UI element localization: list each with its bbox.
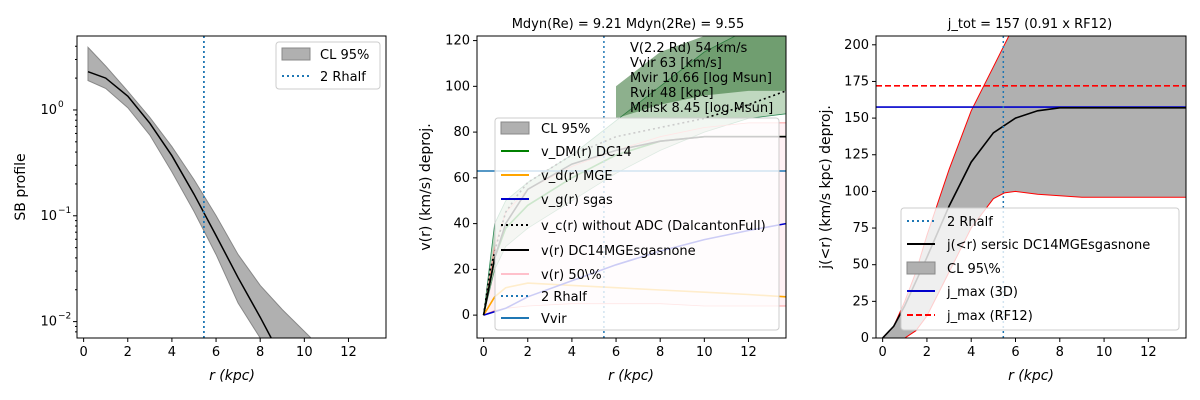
p1-xlabel: r (kpc)	[209, 368, 255, 384]
p1-xtick-label: 2	[124, 345, 132, 360]
p1-legend-vline-label: 2 Rhalf	[320, 70, 366, 85]
p3-xtick-label: 8	[1056, 345, 1064, 360]
p1-legend-band-swatch	[281, 47, 311, 61]
p1-cl-band	[87, 46, 312, 338]
p1-xtick-label: 10	[296, 345, 313, 360]
p1-ytick-exponent: −1	[58, 206, 71, 216]
p2-annot-vvir: Vvir 63 [km/s]	[630, 56, 722, 71]
p1-ytick-label: 10	[40, 103, 57, 118]
p3-band-lower-edge	[882, 190, 1186, 338]
p1-xtick-label: 6	[212, 345, 220, 360]
p3-ytick-label: 0	[861, 331, 869, 346]
p3-xtick-label: 12	[1140, 345, 1157, 360]
p2-xtick-label: 0	[479, 345, 487, 360]
p2-legend-cl-label: CL 95%	[541, 122, 590, 137]
p1-legend-band-label: CL 95%	[320, 48, 369, 63]
p2-legend-rhalf-label: 2 Rhalf	[541, 290, 587, 305]
p3-legend: 2 Rhalf j(<r) sersic DC14MGEsgasnone CL …	[900, 207, 1180, 331]
p1-ytick-exponent: 0	[58, 100, 64, 110]
p2-legend-cl-swatch	[500, 121, 530, 135]
p1-median-line	[87, 70, 272, 338]
p2-ytick-label: 20	[453, 262, 470, 277]
p2-xtick-label: 8	[656, 345, 664, 360]
p2-ylabel: v(r) (km/s) deproj.	[418, 123, 434, 250]
p2-annot-mdisk: Mdisk 8.45 [log Msun]	[630, 101, 773, 116]
p3-ytick-label: 25	[852, 294, 869, 309]
p2-ytick-label: 40	[453, 217, 470, 232]
p3-ylabel: j(<r) (km/s kpc) deproj.	[818, 105, 834, 270]
p3-xtick-label: 6	[1011, 345, 1019, 360]
p2-legend: CL 95% v_DM(r) DC14 v_d(r) MGE v_g(r) sg…	[494, 117, 780, 331]
p2-xtick-label: 6	[612, 345, 620, 360]
p1-legend: CL 95% 2 Rhalf	[275, 41, 381, 90]
p2-ytick-label: 100	[445, 79, 470, 94]
p3-ytick-label: 100	[844, 184, 869, 199]
p3-legend-rhalf-label: 2 Rhalf	[947, 215, 993, 230]
p2-dm-band-dark	[616, 36, 786, 119]
p2-legend-vvir-label: Vvir	[541, 312, 567, 327]
p1-ylabel: SB profile	[13, 153, 29, 220]
p2-xtick-label: 10	[696, 345, 713, 360]
p3-xtick-label: 4	[967, 345, 975, 360]
p3-ytick-label: 150	[844, 111, 869, 126]
p3-legend-j-label: j(<r) sersic DC14MGEsgasnone	[946, 238, 1150, 253]
p1-ytick-label: 10	[40, 315, 57, 330]
p2-xtick-label: 2	[524, 345, 532, 360]
p1-xtick-label: 4	[168, 345, 176, 360]
p1-ytick-label: 10	[40, 209, 57, 224]
p2-ytick-label: 120	[445, 34, 470, 49]
p2-title: Mdyn(Re) = 9.21 Mdyn(2Re) = 9.55	[512, 17, 745, 32]
p3-xlabel: r (kpc)	[1008, 368, 1054, 384]
p2-ytick-label: 0	[462, 308, 470, 323]
p3-axes-frame	[875, 35, 1187, 339]
p2-legend-gas-label: v_g(r) sgas	[541, 193, 613, 208]
p3-ytick-label: 75	[852, 221, 869, 236]
p3-legend-cl-swatch	[906, 261, 936, 275]
p3-title: j_tot = 157 (0.91 x RF12)	[947, 17, 1112, 32]
p2-xtick-label: 4	[568, 345, 576, 360]
p3-xtick-label: 10	[1096, 345, 1113, 360]
p2-legend-dm-label: v_DM(r) DC14	[541, 145, 632, 160]
panel-angular-momentum: j_tot = 157 (0.91 x RF12) 0 2 4 6 8 10 12 0 25 50…	[818, 17, 1187, 384]
p2-legend-vc-label: v_c(r) without ADC (DalcantonFull)	[541, 219, 766, 234]
p1-xtick-label: 8	[256, 345, 264, 360]
p3-xtick-label: 2	[923, 345, 931, 360]
p1-ytick-exponent: −2	[58, 312, 71, 322]
p2-legend-v-label: v(r) DC14MGEsgasnone	[541, 244, 696, 259]
p3-legend-jmaxrf12-label: j_max (RF12)	[946, 309, 1033, 324]
p2-annot-v22: V(2.2 Rd) 54 km/s	[630, 41, 748, 56]
p2-legend-disk-label: v_d(r) MGE	[541, 169, 613, 184]
p2-legend-v50-label: v(r) 50\%	[541, 268, 602, 283]
p2-axes-frame	[476, 35, 787, 339]
p3-ytick-label: 125	[844, 148, 869, 163]
p2-xlabel: r (kpc)	[608, 368, 654, 384]
p1-axes-frame	[76, 35, 387, 339]
p3-ytick-label: 50	[852, 258, 869, 273]
p1-xtick-label: 0	[79, 345, 87, 360]
p2-annot-mvir: Mvir 10.66 [log Msun]	[630, 71, 772, 86]
p3-ytick-label: 200	[844, 38, 869, 53]
p3-cl-band	[882, 36, 1186, 338]
p2-ytick-label: 60	[453, 171, 470, 186]
p1-xtick-label: 12	[340, 345, 357, 360]
p3-xtick-label: 0	[879, 345, 887, 360]
p2-annotations: V(2.2 Rd) 54 km/s Vvir 63 [km/s] Mvir 10…	[630, 41, 773, 116]
p2-xtick-label: 12	[740, 345, 757, 360]
panel-velocity: Mdyn(Re) = 9.21 Mdyn(2Re) = 9.55 0 2 4 6 8 10…	[418, 17, 787, 384]
p3-legend-cl-label: CL 95\%	[947, 262, 1001, 277]
p2-annot-rvir: Rvir 48 [kpc]	[630, 86, 714, 101]
p3-ytick-label: 175	[844, 74, 869, 89]
p2-ytick-label: 80	[453, 125, 470, 140]
p3-legend-jmax3d-label: j_max (3D)	[946, 285, 1018, 300]
